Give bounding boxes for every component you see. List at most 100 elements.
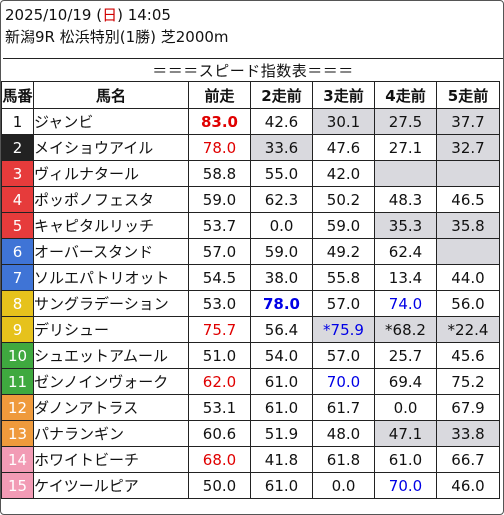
speed-index-cell: 61.7 — [312, 394, 375, 421]
speed-index-cell: 75.2 — [436, 368, 500, 395]
col-header-5-races-ago: 5走前 — [436, 81, 500, 109]
speed-index-cell: 0.0 — [250, 212, 313, 239]
speed-index-cell: 55.8 — [312, 264, 375, 291]
horse-name: ケイツールピア — [33, 472, 189, 499]
speed-index-cell: 57.0 — [188, 238, 251, 265]
col-header-2-races-ago: 2走前 — [250, 81, 313, 109]
speed-index-cell: 59.0 — [312, 212, 375, 239]
race-header: 2025/10/19 (日) 14:05 新潟9R 松浜特別(1勝) 芝2000… — [5, 4, 229, 48]
speed-index-cell: 74.0 — [374, 290, 437, 317]
horse-number: 11 — [1, 368, 34, 395]
speed-index-cell: 61.0 — [374, 446, 437, 473]
speed-index-cell: 46.5 — [436, 186, 500, 213]
horse-name: デリシュー — [33, 316, 189, 343]
speed-index-cell: 57.0 — [312, 342, 375, 369]
speed-index-cell: 42.6 — [250, 108, 313, 135]
horse-number: 14 — [1, 446, 34, 473]
horse-name: シュエットアムール — [33, 342, 189, 369]
col-header-3-races-ago: 3走前 — [312, 81, 375, 109]
col-header-4-races-ago: 4走前 — [374, 81, 437, 109]
speed-index-cell: 62.0 — [188, 368, 251, 395]
table-title: ＝＝＝スピード指数表＝＝＝ — [3, 58, 503, 83]
speed-index-cell: 55.0 — [250, 160, 313, 187]
speed-index-cell: 61.0 — [250, 472, 313, 499]
horse-number: 2 — [1, 134, 34, 161]
speed-index-cell: 62.4 — [374, 238, 437, 265]
table-row: 3 ヴィルナタール 58.8 55.0 42.0 — [1, 160, 500, 187]
speed-index-cell: *68.2 — [374, 316, 437, 343]
speed-index-cell: 69.4 — [374, 368, 437, 395]
speed-index-cell: 0.0 — [312, 472, 375, 499]
speed-index-cell: 46.0 — [436, 472, 500, 499]
speed-index-cell: 48.3 — [374, 186, 437, 213]
speed-index-cell: 44.0 — [436, 264, 500, 291]
speed-index-cell: 35.8 — [436, 212, 500, 239]
speed-index-cell: 78.0 — [188, 134, 251, 161]
horse-number: 1 — [1, 108, 34, 135]
speed-index-cell: 30.1 — [312, 108, 375, 135]
speed-index-cell: 53.0 — [188, 290, 251, 317]
speed-index-cell: 47.1 — [374, 420, 437, 447]
speed-index-cell: 33.6 — [250, 134, 313, 161]
speed-index-cell — [374, 160, 437, 187]
horse-name: ポッポノフェスタ — [33, 186, 189, 213]
horse-number: 4 — [1, 186, 34, 213]
speed-index-cell: 53.7 — [188, 212, 251, 239]
col-header-last-race: 前走 — [188, 81, 251, 109]
horse-name: ダノンアトラス — [33, 394, 189, 421]
speed-index-cell: 33.8 — [436, 420, 500, 447]
speed-index-cell: 83.0 — [188, 108, 251, 135]
speed-index-cell: 37.7 — [436, 108, 500, 135]
speed-index-cell: 27.5 — [374, 108, 437, 135]
table-row: 5 キャピタルリッチ 53.7 0.0 59.0 35.3 35.8 — [1, 212, 500, 239]
table-row: 9 デリシュー 75.7 56.4 *75.9 *68.2 *22.4 — [1, 316, 500, 343]
speed-index-cell: 54.0 — [250, 342, 313, 369]
speed-index-cell — [436, 238, 500, 265]
horse-number: 10 — [1, 342, 34, 369]
speed-index-cell: 61.0 — [250, 394, 313, 421]
horse-name: オーバースタンド — [33, 238, 189, 265]
table-row: 10 シュエットアムール 51.0 54.0 57.0 25.7 45.6 — [1, 342, 500, 369]
speed-index-cell: 70.0 — [374, 472, 437, 499]
horse-name: キャピタルリッチ — [33, 212, 189, 239]
horse-number: 5 — [1, 212, 34, 239]
speed-index-cell: 54.5 — [188, 264, 251, 291]
horse-name: サングラデーション — [33, 290, 189, 317]
speed-index-cell: 56.0 — [436, 290, 500, 317]
table-row: 2 メイショウアイル 78.0 33.6 47.6 27.1 32.7 — [1, 134, 500, 161]
speed-index-cell: 35.3 — [374, 212, 437, 239]
speed-index-cell: 61.0 — [250, 368, 313, 395]
speed-index-cell: 42.0 — [312, 160, 375, 187]
table-row: 11 ゼンノインヴォーク 62.0 61.0 70.0 69.4 75.2 — [1, 368, 500, 395]
speed-index-cell: 47.6 — [312, 134, 375, 161]
speed-index-cell — [436, 160, 500, 187]
header-row: 馬番 馬名 前走 2走前 3走前 4走前 5走前 — [1, 81, 500, 109]
speed-index-cell: 32.7 — [436, 134, 500, 161]
speed-index-cell: 25.7 — [374, 342, 437, 369]
speed-index-cell: *75.9 — [312, 316, 375, 343]
horse-number: 15 — [1, 472, 34, 499]
horse-number: 7 — [1, 264, 34, 291]
speed-index-cell: 41.8 — [250, 446, 313, 473]
table-row: 7 ソルエパトリオット 54.5 38.0 55.8 13.4 44.0 — [1, 264, 500, 291]
speed-index-cell: 62.3 — [250, 186, 313, 213]
table-row: 8 サングラデーション 53.0 78.0 57.0 74.0 56.0 — [1, 290, 500, 317]
speed-index-cell: 70.0 — [312, 368, 375, 395]
speed-index-cell: 59.0 — [188, 186, 251, 213]
speed-index-cell: 27.1 — [374, 134, 437, 161]
speed-index-table: 馬番 馬名 前走 2走前 3走前 4走前 5走前 1 ジャンビ 83.0 42.6 30… — [1, 81, 500, 499]
horse-name: ヴィルナタール — [33, 160, 189, 187]
speed-index-cell: 57.0 — [312, 290, 375, 317]
speed-index-cell: 67.9 — [436, 394, 500, 421]
table-row: 4 ポッポノフェスタ 59.0 62.3 50.2 48.3 46.5 — [1, 186, 500, 213]
speed-index-cell: 59.0 — [250, 238, 313, 265]
speed-index-cell: 51.9 — [250, 420, 313, 447]
col-header-name: 馬名 — [33, 81, 189, 109]
speed-index-cell: 56.4 — [250, 316, 313, 343]
table-row: 1 ジャンビ 83.0 42.6 30.1 27.5 37.7 — [1, 108, 500, 135]
speed-index-cell: 53.1 — [188, 394, 251, 421]
speed-index-cell: 75.7 — [188, 316, 251, 343]
speed-index-cell: 50.0 — [188, 472, 251, 499]
horse-name: ジャンビ — [33, 108, 189, 135]
speed-index-cell: *22.4 — [436, 316, 500, 343]
